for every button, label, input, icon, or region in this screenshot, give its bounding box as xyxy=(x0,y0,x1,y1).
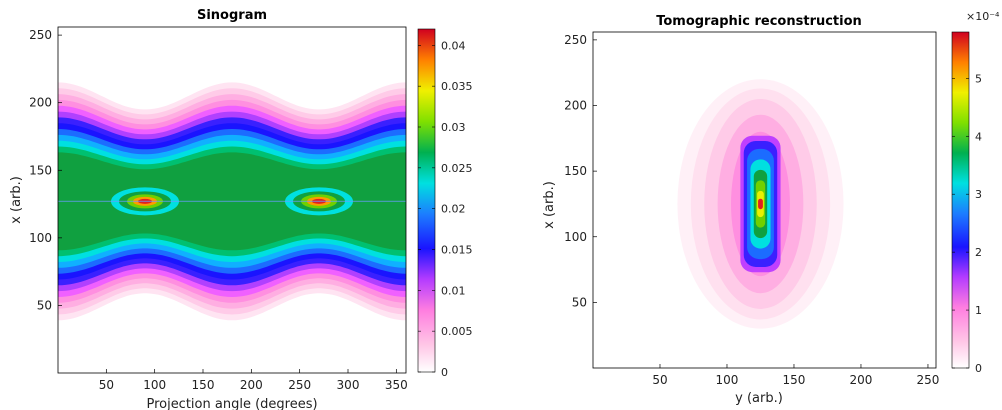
reconstruction-colorbar-ticks: 0 1 2 3 4 5 xyxy=(952,72,982,375)
sinogram-x-tick-label: 250 xyxy=(288,378,311,392)
reconstruction-colorbar-tick-label: 2 xyxy=(975,246,982,259)
sinogram-x-tick-label: 150 xyxy=(192,378,215,392)
reconstruction-core-band xyxy=(758,198,763,210)
reconstruction-y-tick-label: 250 xyxy=(564,33,587,47)
reconstruction-y-tick-label: 200 xyxy=(564,99,587,113)
reconstruction-x-tick-label: 100 xyxy=(716,373,739,387)
reconstruction-colorbar: 0 1 2 3 4 5 ×10⁻⁴ xyxy=(951,10,1000,375)
sinogram-colorbar-tick-label: 0.03 xyxy=(441,121,466,134)
sinogram-panel: Sinogram 50 100 150 200 250 300 350 50 100 150 20… xyxy=(9,8,408,410)
reconstruction-x-label: y (arb.) xyxy=(735,391,783,406)
sinogram-x-tick-label: 300 xyxy=(337,378,360,392)
sinogram-y-tick-label: 250 xyxy=(29,28,52,42)
reconstruction-colorbar-tick-label: 5 xyxy=(975,72,982,85)
reconstruction-colorbar-exponent: ×10⁻⁴ xyxy=(966,10,1000,23)
reconstruction-x-tick-label: 50 xyxy=(652,373,667,387)
reconstruction-x-tick-label: 200 xyxy=(850,373,873,387)
reconstruction-colorbar-gradient xyxy=(951,31,970,369)
sinogram-colorbar: 0 0.005 0.01 0.015 0.02 0.025 0.03 0.035 0.04 xyxy=(417,28,473,379)
reconstruction-colorbar-tick-label: 4 xyxy=(975,130,982,143)
reconstruction-x-ticks: 50 100 150 200 250 xyxy=(652,364,939,387)
sinogram-x-tick-label: 100 xyxy=(143,378,166,392)
sinogram-colorbar-ticks: 0 0.005 0.01 0.015 0.02 0.025 0.03 0.035 0.04 xyxy=(418,39,473,379)
reconstruction-title: Tomographic reconstruction xyxy=(656,14,862,29)
sinogram-colorbar-tick-label: 0.02 xyxy=(441,203,466,216)
sinogram-colorbar-tick-label: 0.01 xyxy=(441,284,466,297)
sinogram-colorbar-tick-label: 0.025 xyxy=(441,162,473,175)
reconstruction-y-ticks: 50 100 150 200 250 xyxy=(564,33,597,309)
sinogram-colorbar-tick-label: 0.035 xyxy=(441,80,473,93)
reconstruction-x-tick-label: 150 xyxy=(783,373,806,387)
reconstruction-frame xyxy=(592,31,937,369)
reconstruction-y-tick-label: 50 xyxy=(572,295,587,309)
sinogram-x-label: Projection angle (degrees) xyxy=(146,397,317,410)
sinogram-colorbar-tick-label: 0.04 xyxy=(441,39,466,52)
reconstruction-colorbar-tick-label: 3 xyxy=(975,188,982,201)
sinogram-y-tick-label: 150 xyxy=(29,163,52,177)
sinogram-x-ticks: 50 100 150 200 250 300 350 xyxy=(99,369,408,392)
reconstruction-colorbar-tick-label: 0 xyxy=(975,362,982,375)
reconstruction-colorbar-tick-label: 1 xyxy=(975,304,982,317)
sinogram-y-label: x (arb.) xyxy=(9,176,24,224)
sinogram-y-ticks: 50 100 150 200 250 xyxy=(29,28,62,312)
sinogram-y-tick-label: 50 xyxy=(37,298,52,312)
sinogram-x-tick-label: 350 xyxy=(385,378,408,392)
sinogram-colorbar-tick-label: 0.015 xyxy=(441,244,473,257)
sinogram-colorbar-tick-label: 0.005 xyxy=(441,325,473,338)
sinogram-frame xyxy=(57,26,407,374)
sinogram-x-tick-label: 200 xyxy=(240,378,263,392)
reconstruction-y-tick-label: 150 xyxy=(564,164,587,178)
sinogram-image xyxy=(58,82,406,321)
sinogram-x-tick-label: 50 xyxy=(99,378,114,392)
reconstruction-x-tick-label: 250 xyxy=(917,373,940,387)
reconstruction-y-tick-label: 100 xyxy=(564,230,587,244)
sinogram-colorbar-gradient xyxy=(417,28,436,373)
reconstruction-y-label: x (arb.) xyxy=(542,181,557,229)
sinogram-y-tick-label: 200 xyxy=(29,96,52,110)
sinogram-colorbar-tick-label: 0 xyxy=(441,366,448,379)
sinogram-y-tick-label: 100 xyxy=(29,231,52,245)
reconstruction-panel: Tomographic reconstruction 50 100 150 200 25… xyxy=(542,14,939,406)
reconstruction-image xyxy=(677,79,844,329)
sinogram-title: Sinogram xyxy=(197,8,267,23)
